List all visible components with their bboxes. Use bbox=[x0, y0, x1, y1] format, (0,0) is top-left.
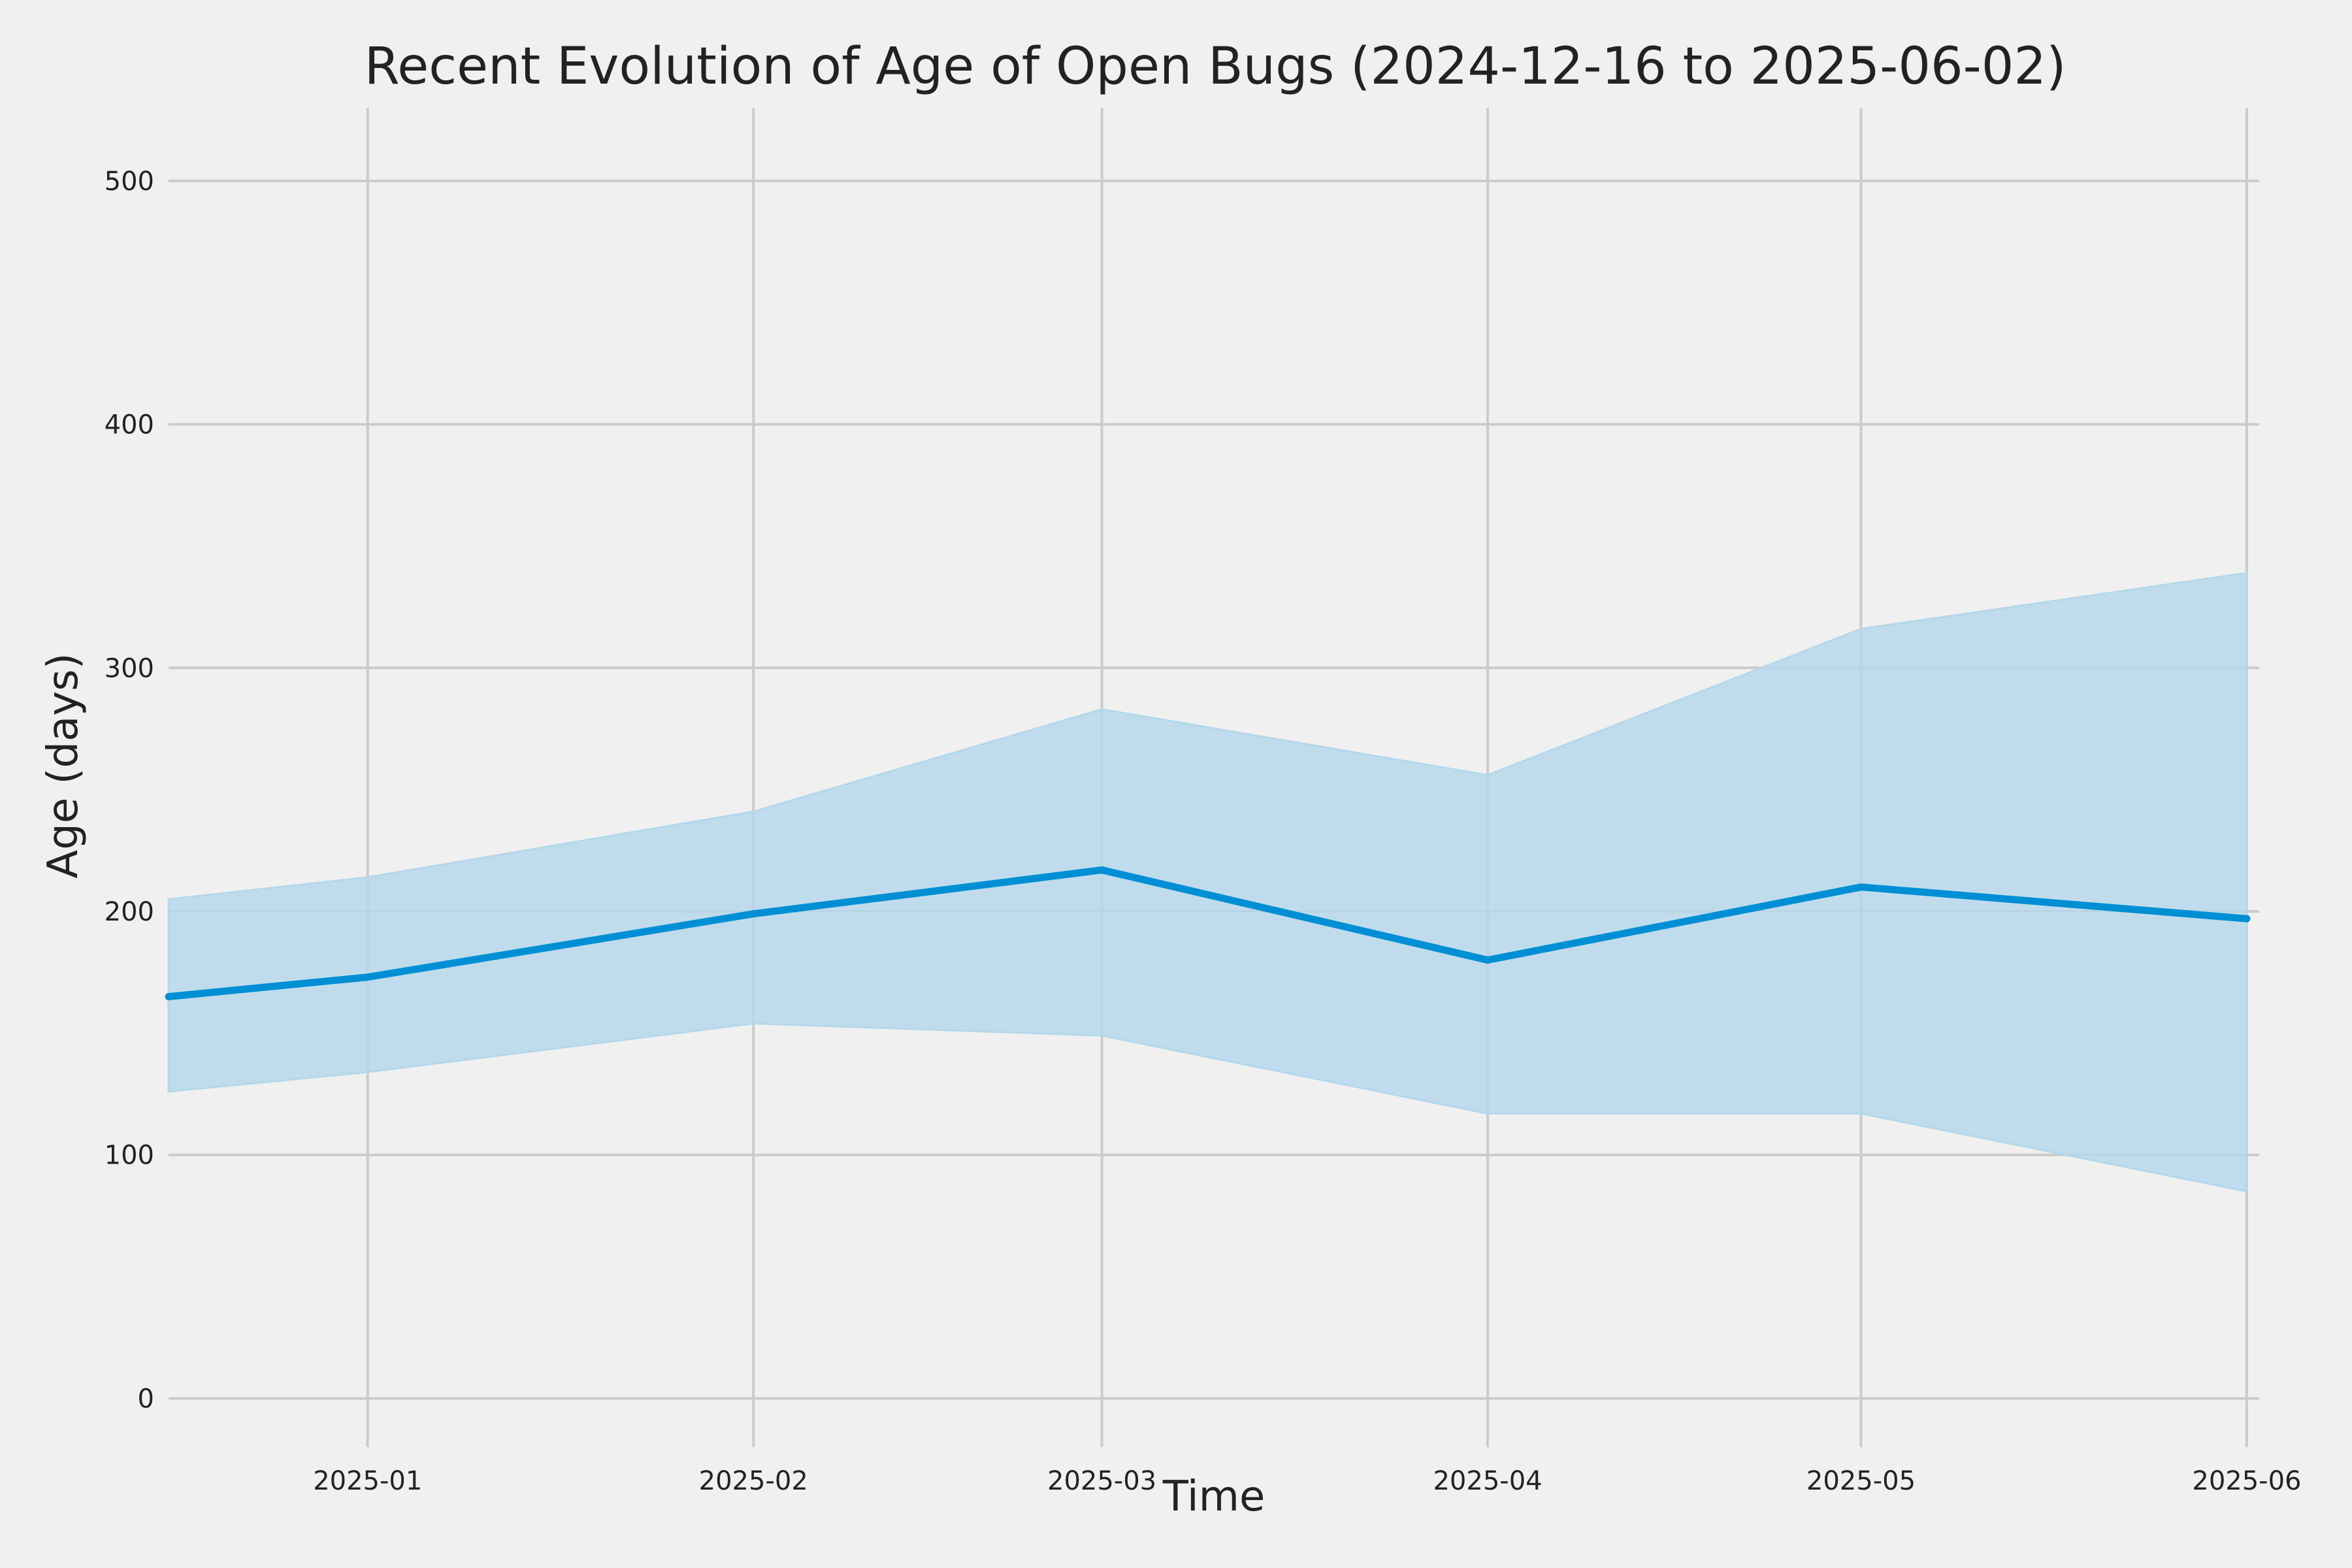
x-tick-label: 2025-04 bbox=[1433, 1466, 1542, 1496]
data-point bbox=[165, 992, 172, 1000]
y-tick-label: 0 bbox=[138, 1384, 154, 1414]
data-point bbox=[749, 910, 757, 918]
chart-title: Recent Evolution of Age of Open Bugs (20… bbox=[365, 37, 2066, 96]
x-tick-label: 2025-03 bbox=[1047, 1466, 1156, 1496]
y-tick-label: 200 bbox=[105, 897, 154, 927]
x-tick-label: 2025-02 bbox=[699, 1466, 808, 1496]
y-tick-label: 400 bbox=[105, 410, 154, 440]
y-tick-label: 500 bbox=[105, 167, 154, 197]
data-point bbox=[1857, 883, 1865, 891]
confidence-band bbox=[167, 572, 2248, 1193]
x-tick-label: 2025-01 bbox=[313, 1466, 422, 1496]
confidence-band-layer bbox=[167, 572, 2248, 1193]
x-tick-label: 2025-05 bbox=[1806, 1466, 1916, 1496]
data-point bbox=[1484, 956, 1492, 964]
y-tick-label: 300 bbox=[105, 653, 154, 683]
y-axis-label: Age (days) bbox=[39, 653, 88, 878]
x-tick-label: 2025-06 bbox=[2192, 1466, 2301, 1496]
y-tick-labels: 0 100 200 300 400 500 bbox=[105, 167, 154, 1414]
x-tick-labels: 2025-01 2025-02 2025-03 2025-04 2025-05 2025-… bbox=[313, 1466, 2301, 1496]
series-line-layer bbox=[165, 866, 2251, 1000]
data-point bbox=[2243, 915, 2251, 923]
data-point bbox=[1098, 866, 1106, 874]
x-axis-label: Time bbox=[1162, 1473, 1266, 1521]
data-point bbox=[364, 973, 372, 981]
y-tick-label: 100 bbox=[105, 1141, 154, 1171]
